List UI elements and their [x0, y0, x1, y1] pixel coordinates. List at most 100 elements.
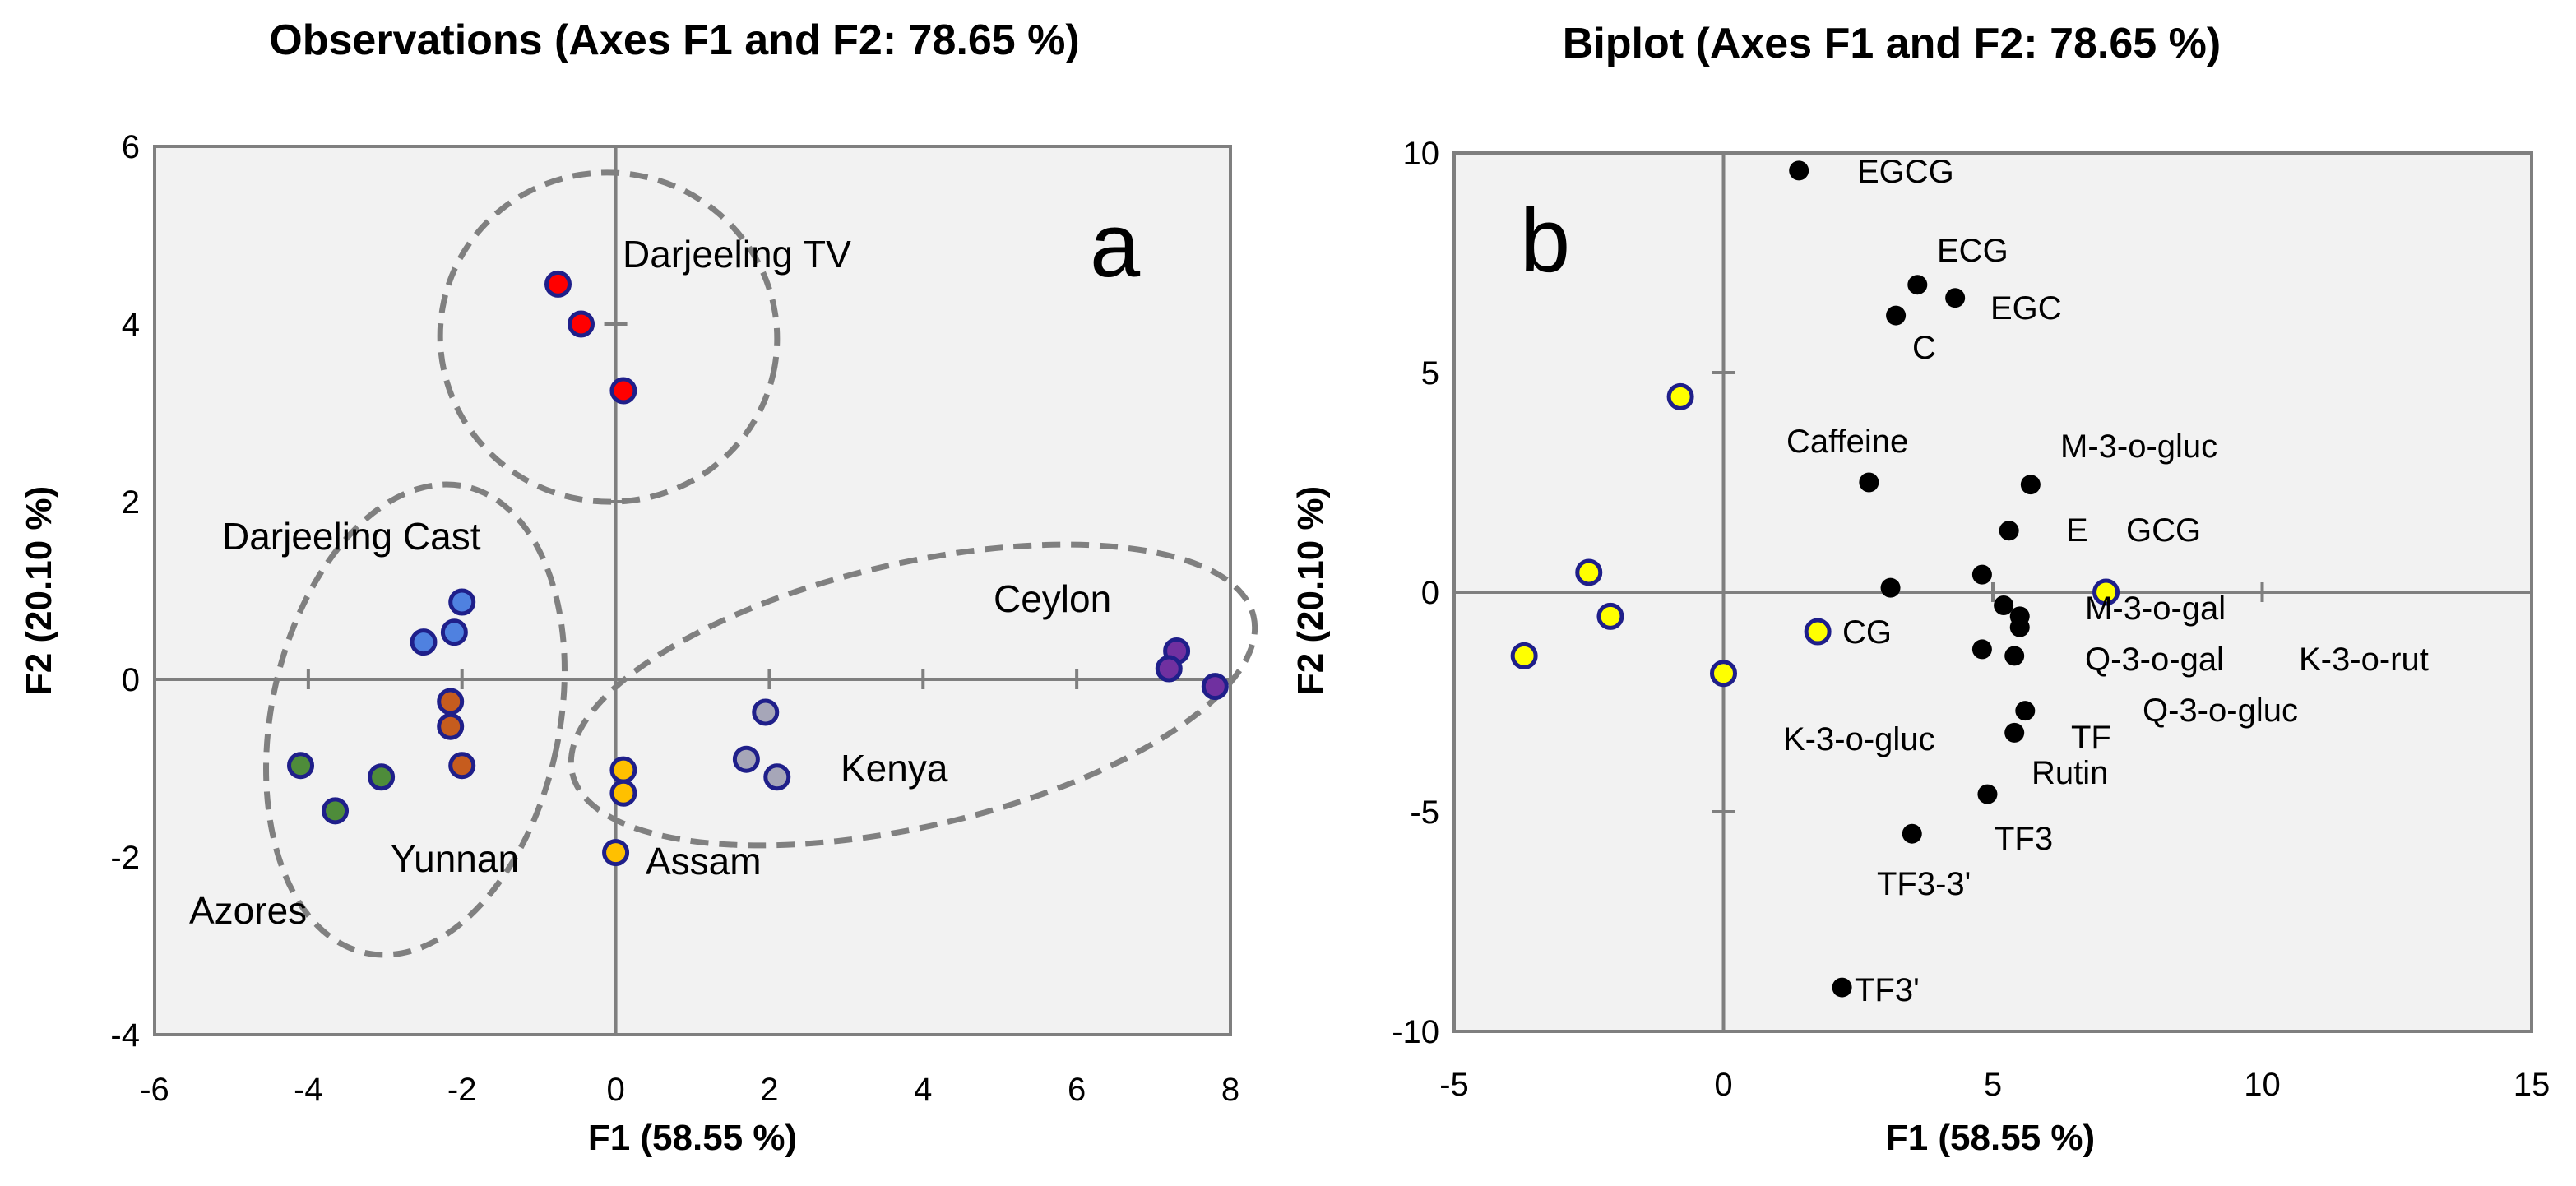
x-tick-label: 8: [1221, 1072, 1239, 1108]
var-label-c: C: [1912, 330, 1936, 366]
x-tick-label: 15: [2513, 1067, 2551, 1103]
x-tick-label: -6: [140, 1072, 169, 1108]
y-tick-label: 2: [122, 484, 140, 521]
observation-point: [1596, 602, 1624, 630]
observation-point: [568, 310, 595, 338]
variable-point: [1832, 977, 1852, 998]
panel-b-x-axis-title: F1 (58.55 %): [1886, 1118, 2095, 1158]
variable-point: [1971, 639, 1992, 660]
var-label-rutin: Rutin: [2032, 755, 2108, 791]
panel-b-variable-points: [1789, 160, 2041, 998]
y-tick-label: -2: [110, 840, 140, 876]
panel-a-points: [287, 270, 1229, 867]
var-label-k-3-o-rut: K-3-o-rut: [2299, 642, 2429, 678]
group-label-assam: Assam: [646, 840, 762, 883]
observation-point: [1666, 382, 1694, 410]
observation-point: [448, 588, 476, 616]
panel-a-title: Observations (Axes F1 and F2: 78.65 %): [269, 16, 1079, 64]
var-label-m-3-o-gluc: M-3-o-gluc: [2060, 429, 2217, 465]
x-tick-label: 4: [914, 1072, 932, 1108]
panel-b-observation-points: [1510, 382, 2120, 688]
observation-point: [322, 797, 350, 825]
x-tick-label: 0: [1714, 1067, 1732, 1103]
var-label-e: E: [2066, 512, 2088, 549]
x-tick-label: -4: [294, 1072, 323, 1108]
panel-b-y-axis-title: F2 (20.10 %): [1290, 486, 1331, 695]
variable-point: [1789, 160, 1809, 181]
y-tick-label: 0: [122, 662, 140, 698]
x-tick-label: -5: [1439, 1067, 1469, 1103]
observation-point: [752, 698, 780, 726]
y-tick-label: 4: [122, 307, 140, 343]
var-label-tf3-3-prime: TF3-3': [1877, 866, 1971, 902]
var-label-cg: CG: [1842, 614, 1892, 651]
observation-point: [437, 688, 465, 716]
group-label-darjeeling-tv: Darjeeling TV: [623, 233, 851, 276]
x-tick-label: 2: [760, 1072, 778, 1108]
panel-b-axes: [1454, 153, 2532, 1031]
observation-point: [410, 628, 438, 656]
x-tick-label: 5: [1984, 1067, 2002, 1103]
var-label-tf: TF: [2071, 720, 2111, 756]
observation-point: [609, 756, 637, 784]
observation-point: [763, 763, 791, 791]
var-label-k-3-o-gluc: K-3-o-gluc: [1783, 721, 1935, 757]
variable-point: [2015, 701, 2036, 721]
observation-point: [368, 763, 396, 791]
x-tick-label: -2: [447, 1072, 477, 1108]
variable-point: [1880, 577, 1901, 598]
y-tick-label: 0: [1421, 575, 1439, 611]
y-tick-label: -5: [1410, 795, 1439, 831]
observation-point: [2092, 578, 2120, 606]
observation-point: [1575, 558, 1603, 586]
variable-point: [2004, 722, 2025, 743]
panel-a-x-axis-title: F1 (58.55 %): [588, 1118, 797, 1158]
variable-point: [1945, 288, 1966, 308]
x-tick-label: 0: [606, 1072, 624, 1108]
variable-point: [1977, 784, 1998, 804]
observation-point: [287, 752, 315, 780]
var-label-egc: EGC: [1990, 290, 2062, 327]
observation-point: [732, 745, 760, 773]
darjeeling-tv-cluster-ellipse: [437, 169, 781, 505]
group-label-darjeeling-cast: Darjeeling Cast: [222, 515, 481, 558]
group-label-ceylon: Ceylon: [994, 577, 1111, 620]
observation-point: [609, 779, 637, 807]
y-tick-label: -10: [1392, 1014, 1439, 1050]
observation-point: [440, 618, 468, 646]
observation-point: [1155, 655, 1183, 683]
variable-point: [2009, 606, 2030, 627]
variable-point: [1999, 521, 2019, 541]
ceylon-kenya-assam-cluster-ellipse: [568, 541, 1258, 849]
var-label-q-3-o-gal: Q-3-o-gal: [2085, 642, 2224, 678]
variable-point: [1859, 472, 1879, 493]
group-label-kenya: Kenya: [841, 747, 948, 790]
var-label-egcg: EGCG: [1857, 154, 1954, 190]
y-tick-label: 5: [1421, 355, 1439, 391]
panel-a-y-axis-title: F2 (20.10 %): [19, 486, 59, 695]
var-label-tf3: TF3: [1995, 821, 2053, 857]
group-label-azores: Azores: [189, 889, 307, 932]
observation-point: [1710, 660, 1737, 688]
observation-point: [609, 377, 637, 405]
observation-point: [1201, 673, 1229, 701]
x-tick-label: 6: [1068, 1072, 1086, 1108]
observation-point: [1510, 642, 1538, 669]
variable-point: [1886, 305, 1907, 326]
panel-a-letter: a: [1090, 195, 1141, 296]
variable-point: [2004, 646, 2025, 666]
observation-point: [448, 752, 476, 780]
variable-point: [1994, 595, 2014, 616]
var-label-gcg: GCG: [2126, 512, 2201, 549]
observation-point: [544, 270, 572, 298]
y-tick-label: -4: [110, 1017, 140, 1054]
variable-point: [1907, 275, 1928, 295]
y-tick-label: 10: [1403, 136, 1440, 172]
panel-a-plot-area: [153, 145, 1232, 1036]
panel-b-biplot-chart: Biplot (Axes F1 and F2: 78.65 %) -5 0 5 10 1…: [1290, 20, 2550, 1158]
darjeeling-cast-cluster-ellipse: [263, 481, 568, 958]
x-tick-label: 10: [2244, 1067, 2281, 1103]
group-label-yunnan: Yunnan: [391, 837, 519, 880]
